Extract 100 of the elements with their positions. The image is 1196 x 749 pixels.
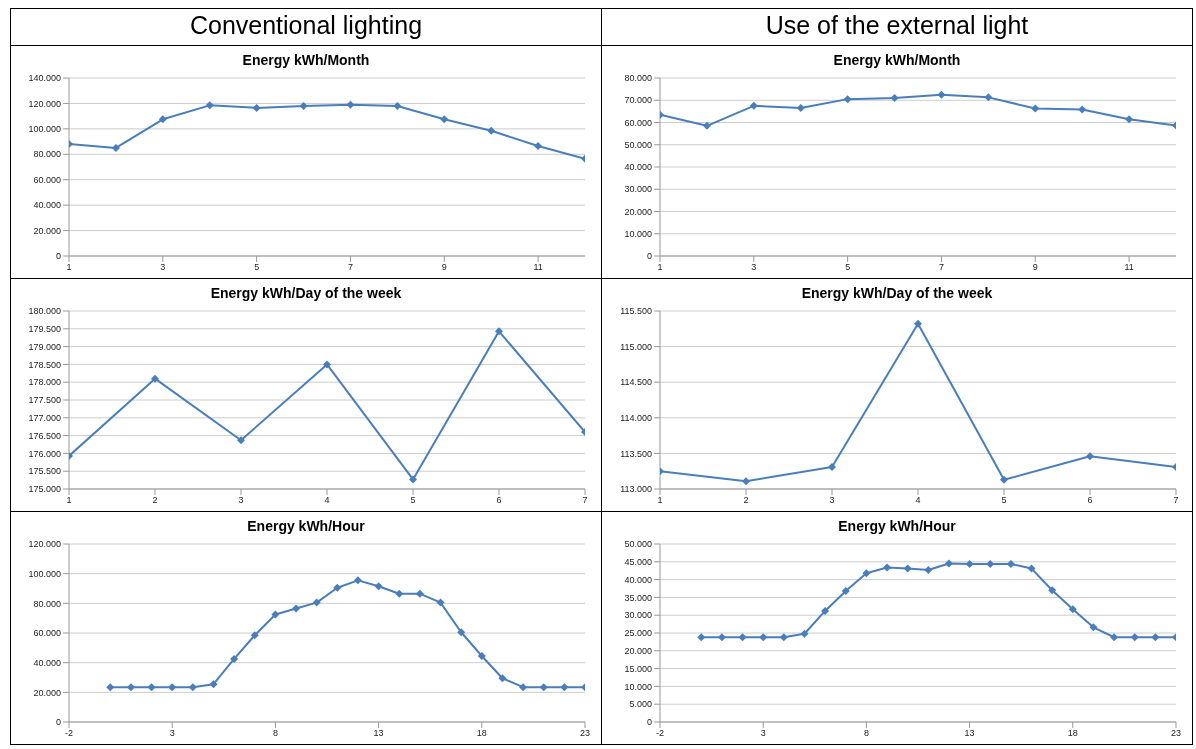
point (862, 569, 871, 578)
y-tick-label: 40.000 (33, 657, 61, 668)
point (333, 583, 342, 592)
point (800, 629, 809, 638)
point (717, 633, 726, 642)
x-tick-label: 5 (1001, 495, 1007, 506)
point (477, 651, 486, 660)
x-tick-label: 7 (347, 262, 353, 273)
point (168, 683, 177, 692)
y-tick-label: 20.000 (33, 225, 61, 236)
point (796, 104, 805, 113)
x-tick-label: 3 (751, 262, 757, 273)
x-tick-label: 5 (254, 262, 260, 273)
x-tick-label: 23 (579, 728, 591, 739)
point (151, 374, 159, 383)
point (188, 683, 197, 692)
x-tick-label: -2 (655, 728, 665, 739)
point (883, 563, 892, 572)
x-tick-label: 23 (1170, 728, 1182, 739)
point (986, 559, 995, 568)
point (1031, 104, 1040, 113)
y-tick-label: 70.000 (624, 95, 652, 106)
y-tick-label: 80.000 (33, 598, 61, 609)
point (749, 101, 758, 110)
point (106, 683, 115, 692)
y-tick-label: 60.000 (624, 117, 652, 128)
y-tick-label: 10.000 (624, 228, 652, 239)
point (560, 683, 569, 692)
x-tick-label: 4 (324, 495, 330, 506)
y-tick-label: 0 (55, 251, 61, 262)
y-tick-label: 45.000 (624, 556, 652, 567)
point (393, 101, 402, 110)
y-tick-label: 114.500 (620, 377, 652, 388)
y-tick-label: 20.000 (33, 687, 61, 698)
x-tick-label: 8 (863, 728, 869, 739)
point (1068, 605, 1077, 614)
x-tick-label: -2 (64, 728, 74, 739)
y-tick-label: 25.000 (624, 628, 652, 639)
y-tick-label: 10.000 (624, 681, 652, 692)
y-tick-label: 177.500 (28, 395, 61, 406)
point (353, 576, 362, 585)
point (457, 628, 466, 637)
y-tick-label: 115.000 (620, 341, 652, 352)
point (498, 674, 507, 683)
point (828, 462, 836, 471)
point (230, 654, 239, 663)
text: Conventional lighting (189, 11, 423, 39)
y-tick-label: 80.000 (33, 149, 61, 160)
y-tick-label: 5.000 (629, 699, 652, 710)
x-tick-label: 2 (152, 495, 158, 506)
point (250, 631, 259, 640)
point (738, 633, 747, 642)
point (742, 477, 750, 486)
y-tick-label: 175.500 (28, 466, 61, 477)
y-tick-label: 114.000 (620, 412, 652, 423)
point (1151, 633, 1160, 642)
point (702, 121, 711, 130)
point (252, 103, 261, 112)
y-tick-label: 15.000 (624, 663, 652, 674)
x-tick-label: 7 (582, 495, 588, 506)
y-tick-label: 178.500 (28, 359, 61, 370)
point (409, 475, 417, 484)
point (209, 680, 218, 689)
point (519, 683, 528, 692)
x-tick-label: 9 (441, 262, 447, 273)
x-tick-label: 18 (1067, 728, 1078, 739)
point (1086, 452, 1094, 461)
y-tick-label: 0 (646, 717, 652, 728)
point (534, 142, 543, 151)
y-tick-label: 100.000 (28, 124, 61, 135)
y-tick-label: 180.000 (28, 306, 61, 317)
point (697, 633, 706, 642)
y-tick-label: 100.000 (28, 568, 61, 579)
y-tick-label: 179.500 (28, 323, 61, 334)
y-tick-label: 20.000 (624, 206, 652, 217)
point (323, 360, 331, 369)
point (158, 115, 167, 124)
chart-title: Energy kWh/Day of the week (209, 284, 403, 303)
point (539, 683, 548, 692)
x-tick-label: 3 (238, 495, 244, 506)
x-tick-label: 8 (272, 728, 278, 739)
x-tick-label: 3 (760, 728, 766, 739)
x-tick-label: 1 (657, 495, 663, 506)
point (205, 101, 214, 110)
point (1078, 105, 1087, 114)
point (1130, 633, 1139, 642)
y-tick-label: 20.000 (624, 645, 652, 656)
x-tick-label: 3 (829, 495, 835, 506)
x-tick-label: 2 (743, 495, 749, 506)
y-tick-label: 113.000 (620, 484, 652, 495)
point (147, 683, 156, 692)
point (440, 115, 449, 124)
x-tick-label: 7 (938, 262, 944, 273)
point (292, 604, 301, 613)
point (937, 90, 946, 99)
y-tick-label: 120.000 (28, 539, 61, 550)
point (346, 100, 355, 109)
x-tick-label: 13 (964, 728, 975, 739)
y-tick-label: 30.000 (624, 184, 652, 195)
x-tick-label: 11 (533, 262, 543, 273)
